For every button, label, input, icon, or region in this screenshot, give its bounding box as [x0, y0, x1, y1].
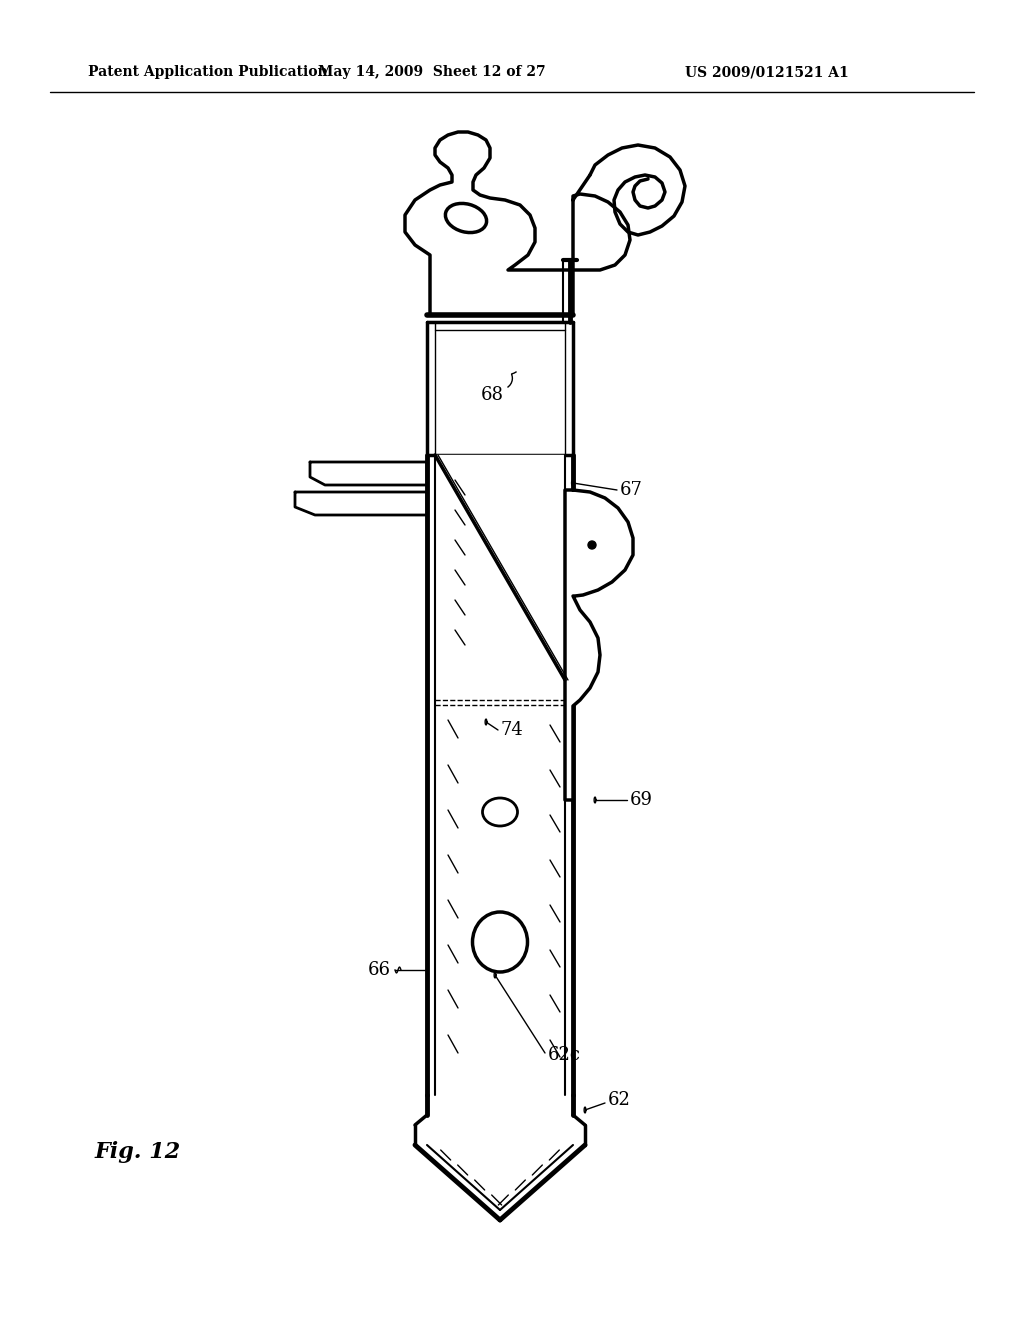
Ellipse shape	[445, 203, 486, 232]
Text: May 14, 2009  Sheet 12 of 27: May 14, 2009 Sheet 12 of 27	[318, 65, 546, 79]
Text: US 2009/0121521 A1: US 2009/0121521 A1	[685, 65, 849, 79]
Polygon shape	[295, 492, 427, 515]
Text: 74: 74	[500, 721, 522, 739]
Ellipse shape	[472, 912, 527, 972]
Polygon shape	[436, 455, 564, 1096]
Text: 69: 69	[630, 791, 653, 809]
Text: 66: 66	[368, 961, 391, 979]
Text: 62c: 62c	[548, 1045, 581, 1064]
Text: Patent Application Publication: Patent Application Publication	[88, 65, 328, 79]
Polygon shape	[573, 194, 630, 271]
Ellipse shape	[482, 799, 517, 826]
Text: 67: 67	[620, 480, 643, 499]
Text: Fig. 12: Fig. 12	[95, 1140, 181, 1163]
Circle shape	[588, 541, 596, 549]
Text: 62: 62	[608, 1092, 631, 1109]
Polygon shape	[565, 490, 633, 800]
Polygon shape	[406, 132, 573, 315]
Text: 68: 68	[480, 385, 504, 404]
Polygon shape	[310, 462, 427, 484]
